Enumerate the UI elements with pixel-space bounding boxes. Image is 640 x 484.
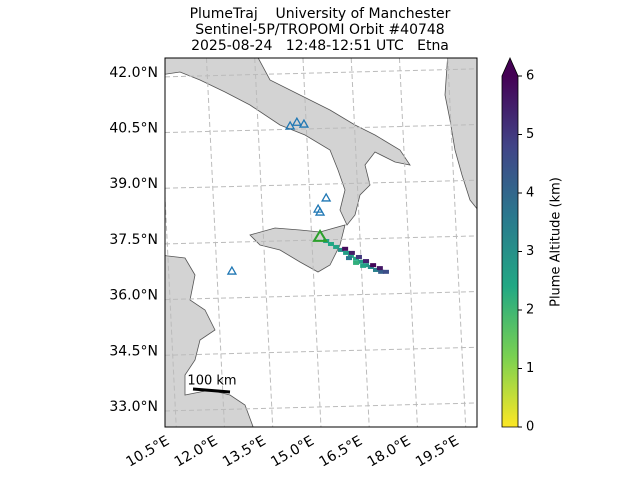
target-volcano [312,228,328,242]
x-tick-label: 10.5°E [123,433,172,470]
volcano-marker [314,206,326,216]
plume-pixel [360,263,367,268]
colorbar-frame [501,57,519,428]
colorbar-extend [502,58,518,76]
x-tick-label: 18.0°E [365,433,414,470]
colorbar-tick-label: 1 [526,361,534,376]
y-tick-label: 40.5°N [109,121,158,137]
x-tick-label: 19.5°E [413,433,462,470]
y-tick-label: 42.0°N [109,65,158,81]
volcano-marker [298,118,310,128]
grid-line [165,186,177,427]
plume-pixel [347,253,354,258]
scale-bar-label: 100 km [187,374,236,389]
y-tick-label: 34.5°N [109,343,158,359]
grid-line [254,58,274,427]
map-frame [164,57,478,428]
grid-line [447,58,467,427]
colorbar-label: Plume Altitude (km) [549,177,564,307]
grid-line [165,179,477,189]
y-tick-label: 33.0°N [109,399,158,415]
plume-pixel [355,254,362,259]
colorbar-tick-label: 4 [526,186,534,201]
title-line: PlumeTraj University of Manchester [190,6,451,22]
x-tick-label: 13.5°E [220,433,269,470]
grid-line [165,402,477,412]
colorbar-tick-label: 3 [526,244,534,259]
colorbar-tick-label: 0 [526,420,534,435]
grid-line [302,58,322,427]
plume-pixel [345,256,352,261]
plume-pixel [353,260,360,265]
plume-pixel [327,241,334,246]
plume-pixel [378,269,385,274]
colorbar [502,76,518,427]
plume-pixel [357,259,364,264]
volcano-marker [291,116,302,126]
scale-bar [192,387,231,394]
land [165,58,477,427]
colorbar-tick-label: 6 [526,69,534,84]
y-tick-label: 36.0°N [109,288,158,304]
grid-line [350,58,370,427]
grid-line [165,291,477,301]
plume-pixel [363,259,370,264]
volcano-marker [321,192,332,202]
map-area [165,58,477,427]
x-tick-label: 16.5°E [316,433,365,470]
plume-pixel [343,250,350,255]
plume-pixel [333,244,340,249]
plume-pixel [337,247,344,252]
plume-pixel [342,246,349,251]
grid-line [165,68,477,78]
grid-line [165,124,477,134]
plume-pixel [373,267,380,272]
y-tick-label: 39.0°N [109,176,158,192]
volcano-marker [226,265,238,275]
y-tick-label: 37.5°N [109,232,158,248]
colorbar-tick-label: 2 [526,303,534,318]
x-tick-label: 15.0°E [268,433,317,470]
grid-line [205,58,225,427]
grid-line [398,58,418,427]
plume-pixel [382,269,389,274]
x-tick-label: 12.0°E [172,433,221,470]
plume-pixel [370,263,377,268]
grid-line [165,346,477,356]
plume-pixel [376,266,383,271]
colorbar-tick-label: 5 [526,127,534,142]
title-line: Sentinel-5P/TROPOMI Orbit #40748 [195,22,444,38]
plume-pixel [348,250,355,255]
grid-line [165,235,477,245]
title-line: 2025-08-24 12:48-12:51 UTC Etna [191,38,449,54]
